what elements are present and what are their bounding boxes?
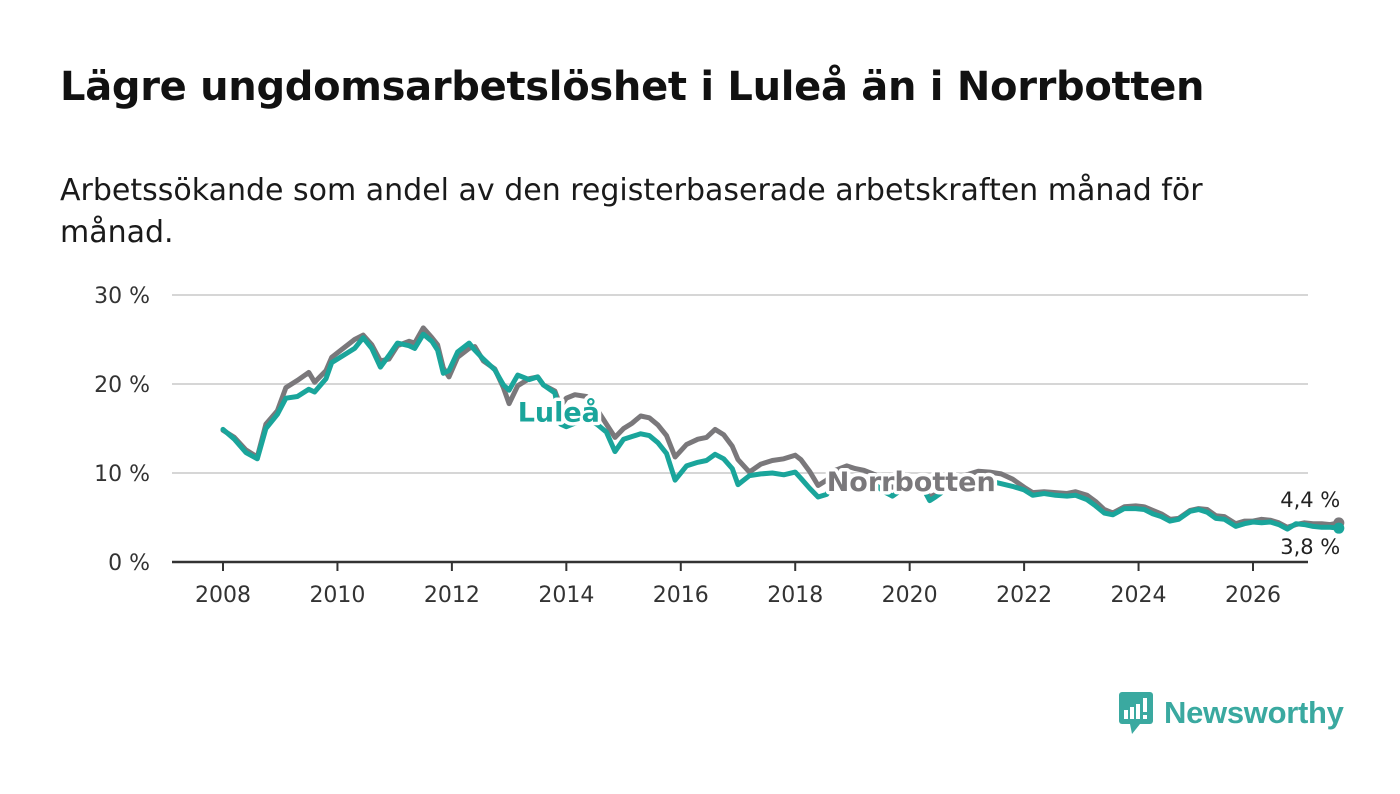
series-label-lulea: Luleå (518, 396, 600, 428)
x-tick-label: 2018 (767, 583, 823, 608)
chart-subtitle: Arbetssökande som andel av den registerb… (60, 173, 1203, 250)
gridlines (172, 294, 1308, 474)
series-label-norrbotten: Norrbotten (827, 467, 996, 498)
x-tick-label: 2026 (1225, 583, 1281, 608)
brand-name: Newsworthy (1164, 695, 1344, 730)
y-tick-label: 30 % (94, 284, 150, 309)
x-tick-label: 2020 (882, 583, 938, 608)
series-lines (220, 325, 1345, 534)
x-tick-label: 2024 (1111, 583, 1167, 608)
x-tick-label: 2008 (195, 583, 251, 608)
x-tick-label: 2022 (996, 583, 1052, 608)
x-tick-label: 2012 (424, 583, 480, 608)
series-end-point (1333, 522, 1345, 534)
chart-title: Lägre ungdomsarbetslöshet i Luleå än i N… (60, 64, 1205, 110)
x-tick-label: 2016 (653, 583, 709, 608)
newsworthy-logo-icon (1119, 692, 1153, 734)
series-line-norrbotten (220, 325, 1342, 530)
series-line-lulea (220, 331, 1342, 532)
x-tick-label: 2014 (538, 583, 594, 608)
brand-logo: Newsworthy (1118, 690, 1344, 736)
axes: 0 % 10 % 20 % 30 % 2008 2010 2012 2014 2016 2018 2… (94, 284, 1308, 608)
end-value-norrbotten: 4,4 % (1280, 488, 1340, 512)
y-tick-label: 10 % (94, 462, 150, 487)
x-tick-label: 2010 (309, 583, 365, 608)
end-value-lulea: 3,8 % (1280, 535, 1340, 559)
y-tick-label: 20 % (94, 373, 150, 398)
y-tick-label: 0 % (108, 551, 150, 576)
series-labels: Norrbotten Luleå 4,4 % 3,8 % (514, 393, 1343, 562)
